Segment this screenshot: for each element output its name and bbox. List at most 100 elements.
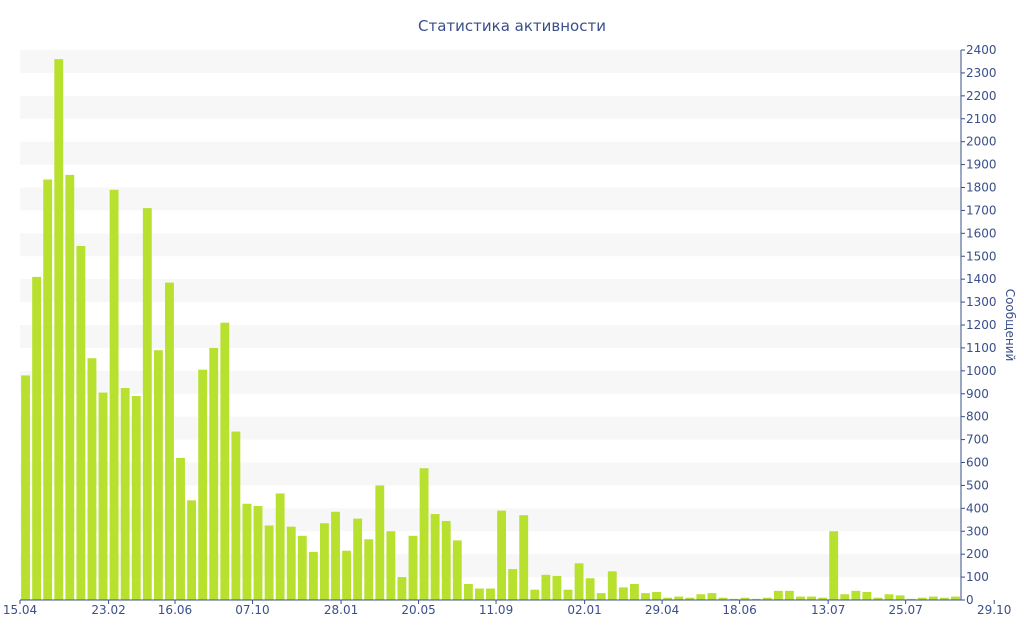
- y-tick-label: 1600: [966, 226, 997, 240]
- bar: [497, 510, 506, 600]
- grid-band: [20, 462, 961, 486]
- bar: [951, 596, 960, 600]
- x-tick-label: 11.09: [479, 603, 513, 617]
- bar: [452, 540, 462, 600]
- bar: [541, 574, 551, 600]
- y-tick-label: 700: [966, 433, 989, 447]
- bar: [430, 514, 440, 600]
- y-tick-label: 900: [966, 387, 989, 401]
- bar: [43, 179, 53, 600]
- bar: [131, 396, 141, 600]
- bar: [585, 578, 595, 600]
- bar: [331, 511, 340, 600]
- x-tick-label: 13.07: [811, 603, 845, 617]
- bar: [508, 569, 518, 600]
- bar: [895, 595, 905, 600]
- bar: [253, 506, 263, 600]
- bar: [618, 587, 628, 600]
- bar: [884, 594, 894, 600]
- bar: [342, 550, 352, 600]
- bar: [320, 523, 329, 600]
- bar: [65, 174, 75, 601]
- grid-band: [20, 50, 961, 73]
- x-tick-label: 16.06: [158, 603, 192, 617]
- bar: [21, 375, 30, 600]
- bar: [862, 591, 872, 600]
- y-tick-label: 1800: [966, 181, 997, 195]
- x-tick-label: 02.01: [567, 603, 601, 617]
- bar: [419, 468, 429, 600]
- bar: [142, 208, 152, 600]
- bar: [740, 597, 750, 600]
- grid-band: [20, 279, 961, 303]
- bar: [397, 577, 407, 600]
- bar: [308, 551, 318, 600]
- bar: [807, 596, 816, 600]
- bar: [563, 589, 573, 600]
- bar: [54, 59, 64, 600]
- bar: [76, 245, 86, 600]
- bar: [408, 535, 418, 600]
- bar: [751, 598, 761, 600]
- y-tick-label: 800: [966, 410, 989, 424]
- grid-band: [20, 370, 961, 394]
- y-tick-label: 300: [966, 524, 989, 538]
- grid-band: [20, 233, 961, 257]
- y-tick-label: 200: [966, 547, 989, 561]
- bar: [198, 369, 208, 600]
- bar: [707, 593, 717, 600]
- x-tick-label: 20.05: [401, 603, 435, 617]
- bar: [176, 457, 185, 600]
- x-axis: 15.04 23.02 16.06 07.10 28.01 20.05 11.09 02.01…: [3, 599, 1011, 617]
- x-tick-label: 23.02: [91, 603, 125, 617]
- bar: [552, 575, 562, 600]
- y-tick-label: 2300: [966, 66, 997, 80]
- y-tick-label: 2400: [966, 43, 997, 57]
- bar: [873, 597, 883, 600]
- x-tick-label: 29.10: [977, 603, 1011, 617]
- bar: [663, 597, 673, 600]
- bar: [519, 515, 529, 600]
- bar: [718, 597, 728, 600]
- grid-bands: [20, 50, 961, 578]
- bar: [574, 563, 584, 600]
- bar: [674, 596, 684, 600]
- bar: [475, 588, 484, 600]
- bar: [264, 525, 274, 600]
- grid-band: [20, 141, 961, 165]
- y-tick-label: 2000: [966, 135, 997, 149]
- bar: [928, 596, 938, 600]
- bar: [297, 535, 307, 600]
- y-tick-label: 1300: [966, 295, 997, 309]
- bar: [840, 594, 850, 600]
- bar: [120, 388, 130, 600]
- y-tick-label: 0: [966, 593, 974, 607]
- y-tick-label: 500: [966, 478, 989, 492]
- bar: [153, 350, 163, 600]
- bar: [729, 598, 739, 600]
- y-axis-label: Сообщений: [1003, 289, 1017, 362]
- bar: [939, 597, 949, 600]
- y-tick-label: 600: [966, 456, 989, 470]
- bar: [796, 596, 805, 600]
- bar: [629, 583, 639, 600]
- y-axis: 0 100 200 300 400 500 600 700 800 900 1000 1100 1200…: [960, 43, 997, 607]
- x-tick-label: 15.04: [3, 603, 37, 617]
- bar: [851, 590, 861, 600]
- bar: [441, 520, 451, 600]
- bar: [231, 431, 241, 600]
- bar: [762, 597, 772, 600]
- bar: [209, 347, 219, 600]
- y-tick-label: 1500: [966, 249, 997, 263]
- y-tick-label: 1400: [966, 272, 997, 286]
- bar: [286, 526, 296, 600]
- grid-band: [20, 187, 961, 211]
- y-tick-label: 100: [966, 570, 989, 584]
- x-tick-label: 29.04: [645, 603, 679, 617]
- bar: [829, 531, 839, 600]
- x-tick-label: 25.07: [888, 603, 922, 617]
- bar: [32, 276, 42, 600]
- bar: [375, 485, 385, 600]
- bar: [906, 598, 916, 600]
